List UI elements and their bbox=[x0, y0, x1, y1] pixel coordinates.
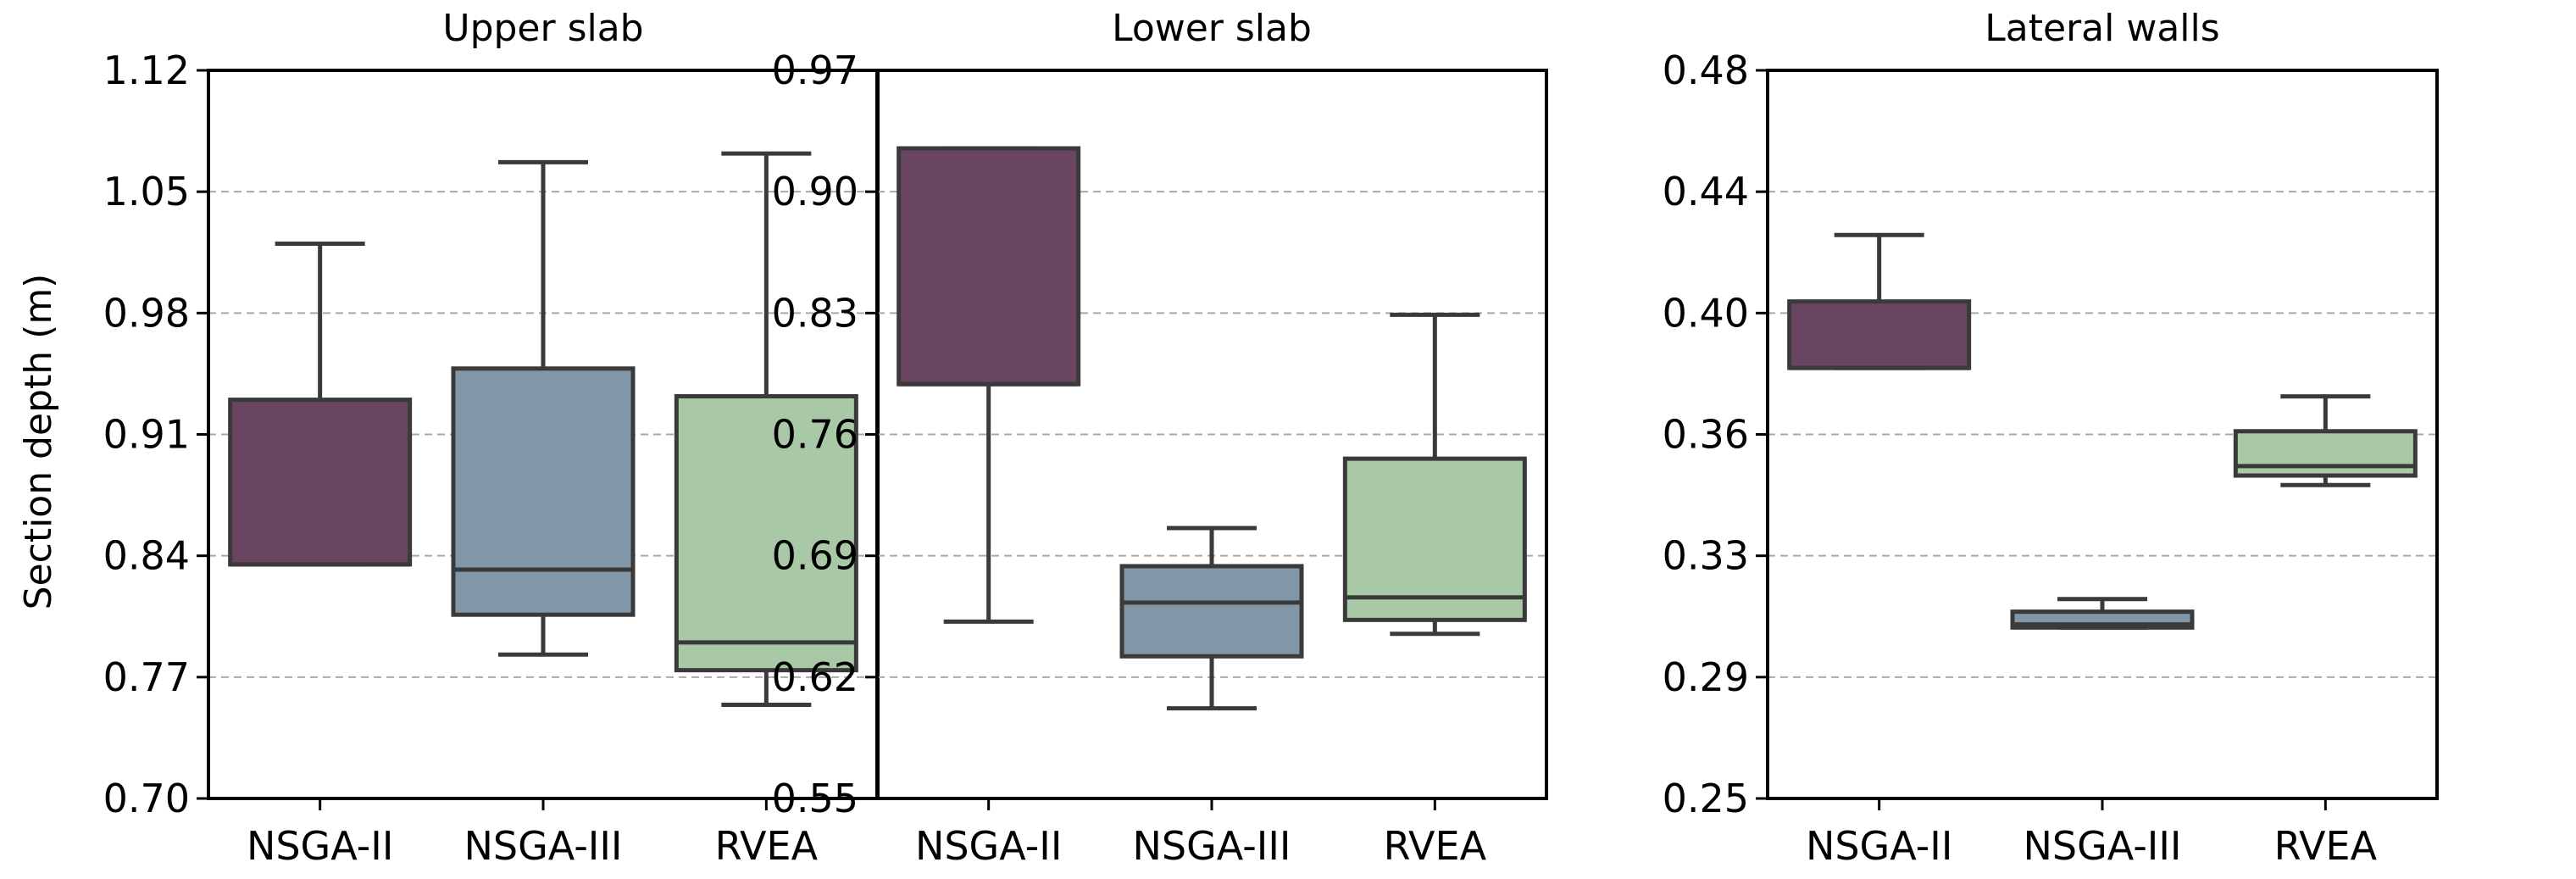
y-tick-label: 0.91 bbox=[103, 412, 190, 458]
box-body bbox=[451, 366, 636, 617]
box-body bbox=[1119, 564, 1304, 659]
y-tick-label: 0.44 bbox=[1663, 169, 1749, 214]
box-body bbox=[2233, 429, 2418, 478]
box-NSGA-III bbox=[451, 159, 636, 657]
box-NSGA-III bbox=[1119, 526, 1304, 711]
y-tick-label: 0.29 bbox=[1663, 654, 1749, 700]
axes-frame bbox=[875, 69, 1548, 800]
panels: Upper slab 0.70 0.77 0.84 0.91 0.98 1.05 1.12 NS… bbox=[103, 7, 2439, 869]
y-tick-label: 0.36 bbox=[1663, 412, 1749, 458]
x-tick-label: NSGA-III bbox=[464, 823, 622, 869]
panel-title: Lower slab bbox=[1112, 7, 1312, 50]
y-tick-label: 0.33 bbox=[1663, 533, 1749, 579]
y-tick-label: 1.12 bbox=[103, 47, 190, 93]
y-tick-label: 0.70 bbox=[103, 776, 190, 821]
box-body bbox=[1787, 299, 1972, 370]
box-RVEA bbox=[1342, 312, 1527, 637]
x-tick-label: NSGA-III bbox=[1132, 823, 1291, 869]
y-tick-label: 0.98 bbox=[103, 290, 190, 336]
box-NSGA-III bbox=[2010, 597, 2195, 630]
y-tick-label: 0.25 bbox=[1663, 776, 1749, 821]
box-NSGA-II bbox=[1787, 232, 1972, 370]
panel-1: Lower slab 0.55 0.62 0.69 0.76 0.83 0.90 0.97 NS… bbox=[772, 7, 1548, 869]
y-tick-label: 0.62 bbox=[772, 654, 858, 700]
y-tick-label: 1.05 bbox=[103, 169, 190, 214]
y-tick-label: 0.84 bbox=[103, 533, 190, 579]
box-body bbox=[228, 398, 413, 567]
y-axis-label: Section depth (m) bbox=[17, 274, 60, 610]
y-tick-label: 0.90 bbox=[772, 169, 858, 214]
panel-title: Upper slab bbox=[442, 7, 643, 50]
y-tick-label: 0.97 bbox=[772, 47, 858, 93]
x-tick-label: NSGA-II bbox=[1806, 823, 1952, 869]
y-tick-label: 0.69 bbox=[772, 533, 858, 579]
box-NSGA-II bbox=[897, 146, 1081, 624]
y-tick-label: 0.77 bbox=[103, 654, 190, 700]
x-tick-label: RVEA bbox=[2274, 823, 2378, 869]
y-tick-label: 0.83 bbox=[772, 290, 858, 336]
box-body bbox=[674, 394, 858, 673]
x-tick-label: NSGA-II bbox=[247, 823, 393, 869]
y-tick-label: 0.48 bbox=[1663, 47, 1749, 93]
box-RVEA bbox=[2233, 394, 2418, 487]
box-body bbox=[1342, 456, 1527, 622]
y-tick-label: 0.40 bbox=[1663, 290, 1749, 336]
box-body bbox=[897, 146, 1081, 387]
x-tick-label: RVEA bbox=[715, 823, 819, 869]
y-tick-label: 0.76 bbox=[772, 412, 858, 458]
box-NSGA-II bbox=[228, 242, 413, 567]
panel-0: Upper slab 0.70 0.77 0.84 0.91 0.98 1.05 1.12 NS… bbox=[103, 7, 880, 869]
y-tick-label: 0.55 bbox=[772, 776, 858, 821]
panel-2: Lateral walls 0.25 0.29 0.33 0.36 0.40 0.44 0.4… bbox=[1663, 7, 2439, 869]
axes-frame bbox=[1766, 69, 2439, 800]
x-tick-label: RVEA bbox=[1384, 823, 1487, 869]
x-tick-label: NSGA-II bbox=[915, 823, 1062, 869]
panel-title: Lateral walls bbox=[1985, 7, 2219, 50]
box-RVEA bbox=[674, 151, 858, 708]
x-tick-label: NSGA-III bbox=[2023, 823, 2181, 869]
